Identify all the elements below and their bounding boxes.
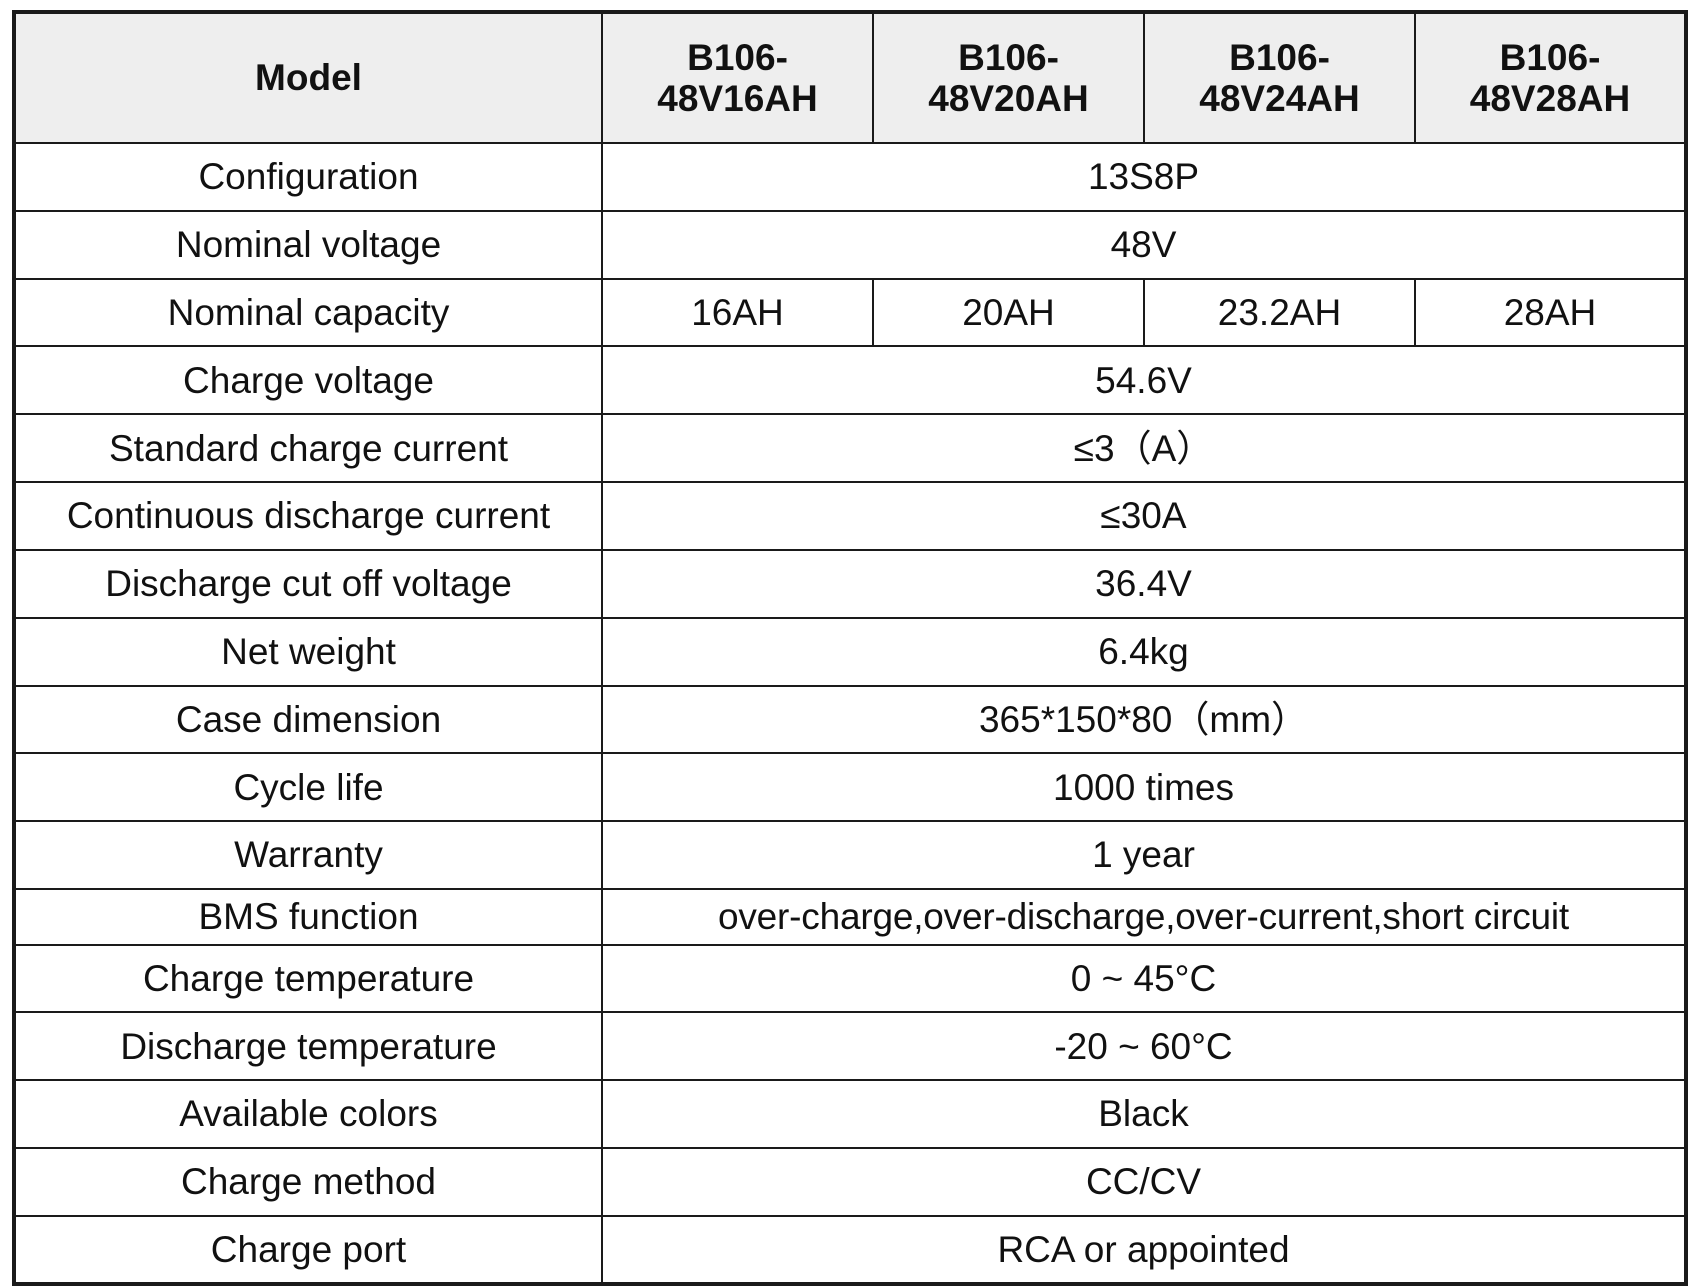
model-column-header: B106-48V20AH — [872, 11, 1145, 144]
row-label: Warranty — [13, 820, 603, 891]
table-row: Continuous discharge current ≤30A — [13, 481, 1687, 551]
table-row: BMS function over-charge,over-discharge,… — [13, 888, 1687, 946]
row-label: Case dimension — [13, 684, 603, 755]
row-value: CC/CV — [601, 1147, 1687, 1217]
model-column-header: B106-48V28AH — [1414, 11, 1687, 144]
row-value: 13S8P — [601, 142, 1687, 212]
row-label: Net weight — [13, 616, 603, 687]
model-header: Model — [13, 11, 603, 144]
row-value: Black — [601, 1079, 1687, 1150]
model-column-header: B106-48V24AH — [1143, 11, 1416, 144]
table-row: Cycle life 1000 times — [13, 752, 1687, 823]
table-row: Charge voltage 54.6V — [13, 345, 1687, 416]
row-label: Cycle life — [13, 752, 603, 823]
table-row: Charge port RCA or appointed — [13, 1214, 1687, 1286]
row-value: 0 ~ 45°C — [601, 943, 1687, 1014]
table-row: Net weight 6.4kg — [13, 616, 1687, 687]
row-value: 1 year — [601, 820, 1687, 891]
row-label: Charge method — [13, 1147, 603, 1217]
row-value: ≤3（A） — [601, 413, 1687, 484]
capacity-value: 16AH — [601, 277, 874, 348]
row-value: 54.6V — [601, 345, 1687, 416]
table-row: Configuration 13S8P — [13, 142, 1687, 212]
table-row: Charge method CC/CV — [13, 1147, 1687, 1217]
table-row: Charge temperature 0 ~ 45°C — [13, 943, 1687, 1014]
spec-table: Model B106-48V16AH B106-48V20AH B106-48V… — [12, 10, 1688, 1286]
row-label: Standard charge current — [13, 413, 603, 484]
header-row: Model B106-48V16AH B106-48V20AH B106-48V… — [13, 11, 1687, 144]
row-label: BMS function — [13, 888, 603, 946]
row-label: Available colors — [13, 1079, 603, 1150]
row-label: Charge temperature — [13, 943, 603, 1014]
row-label: Nominal capacity — [13, 277, 603, 348]
table-row: Available colors Black — [13, 1079, 1687, 1150]
table-row: Nominal voltage 48V — [13, 209, 1687, 280]
table-row: Warranty 1 year — [13, 820, 1687, 891]
row-value: over-charge,over-discharge,over-current,… — [601, 888, 1687, 946]
table-row: Discharge cut off voltage 36.4V — [13, 548, 1687, 619]
row-label: Discharge cut off voltage — [13, 548, 603, 619]
model-column-header: B106-48V16AH — [601, 11, 874, 144]
row-value: RCA or appointed — [601, 1214, 1687, 1286]
capacity-value: 23.2AH — [1143, 277, 1416, 348]
row-label: Continuous discharge current — [13, 481, 603, 551]
capacity-value: 28AH — [1414, 277, 1687, 348]
row-label: Configuration — [13, 142, 603, 212]
table-row: Standard charge current ≤3（A） — [13, 413, 1687, 484]
capacity-value: 20AH — [872, 277, 1145, 348]
row-value: 36.4V — [601, 548, 1687, 619]
row-label: Nominal voltage — [13, 209, 603, 280]
row-label: Discharge temperature — [13, 1011, 603, 1082]
row-value: 48V — [601, 209, 1687, 280]
row-label: Charge voltage — [13, 345, 603, 416]
table-row: Case dimension 365*150*80（mm） — [13, 684, 1687, 755]
row-value: -20 ~ 60°C — [601, 1011, 1687, 1082]
table-row: Discharge temperature -20 ~ 60°C — [13, 1011, 1687, 1082]
row-value: 1000 times — [601, 752, 1687, 823]
row-value: 365*150*80（mm） — [601, 684, 1687, 755]
table-row: Nominal capacity 16AH 20AH 23.2AH 28AH — [13, 277, 1687, 348]
row-label: Charge port — [13, 1214, 603, 1286]
row-value: ≤30A — [601, 481, 1687, 551]
row-value: 6.4kg — [601, 616, 1687, 687]
